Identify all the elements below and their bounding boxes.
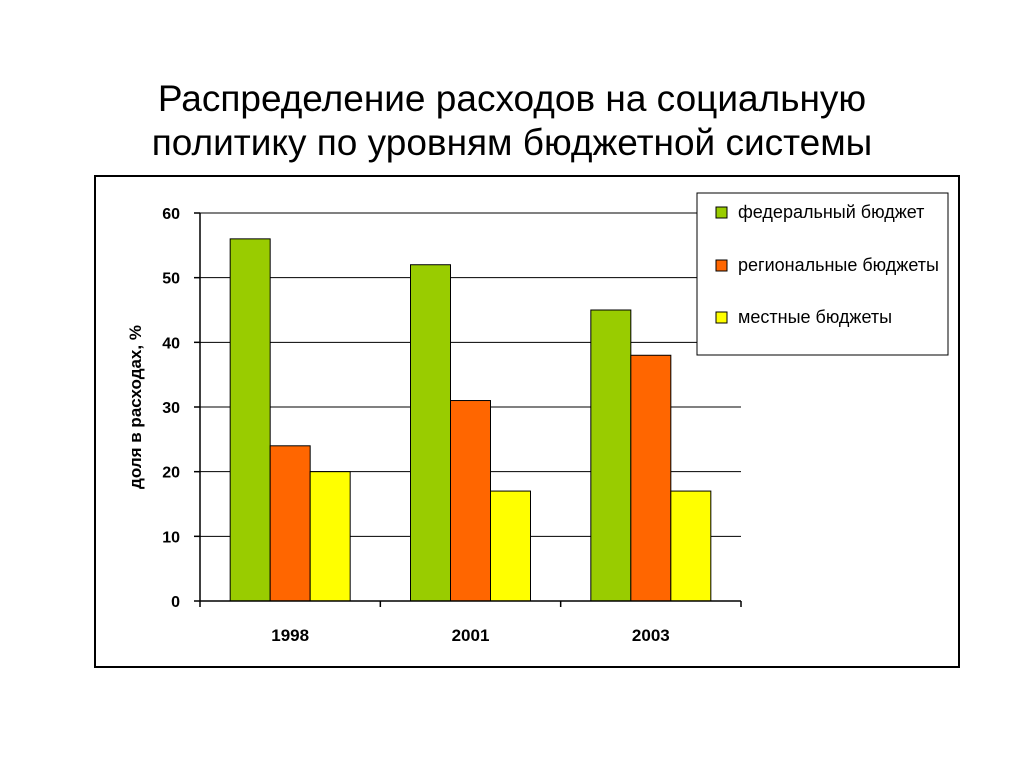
legend-label: местные бюджеты bbox=[738, 307, 892, 327]
bar bbox=[490, 490, 531, 602]
bar bbox=[269, 445, 311, 602]
slide-title-line-1: Распределение расходов на социальную bbox=[157, 77, 867, 119]
y-tick-label: 30 bbox=[162, 400, 180, 417]
legend-swatch bbox=[715, 206, 728, 219]
y-tick-label: 40 bbox=[162, 335, 180, 352]
x-tick-label: 2003 bbox=[632, 626, 670, 645]
bar bbox=[309, 471, 351, 602]
bar bbox=[410, 264, 451, 602]
bar bbox=[670, 490, 712, 602]
legend-label: федеральный бюджет bbox=[738, 202, 924, 222]
bar bbox=[229, 238, 271, 602]
slide-title-line-2: политику по уровням бюджетной системы bbox=[151, 121, 873, 163]
y-tick-label: 20 bbox=[162, 465, 180, 482]
y-tick-label: 60 bbox=[162, 206, 180, 223]
legend-swatch bbox=[715, 311, 728, 324]
bar bbox=[590, 309, 632, 602]
legend-swatch bbox=[715, 259, 728, 272]
x-tick-label: 1998 bbox=[271, 626, 309, 645]
x-tick-label: 2001 bbox=[452, 626, 490, 645]
y-tick-label: 10 bbox=[162, 529, 180, 546]
y-tick-label: 50 bbox=[162, 271, 180, 288]
y-axis-title: доля в расходах, % bbox=[126, 325, 145, 489]
y-tick-label: 0 bbox=[171, 594, 180, 611]
legend-label: региональные бюджеты bbox=[738, 255, 939, 275]
legend-box bbox=[696, 192, 949, 356]
slide-title: Распределение расходов на социальную пол… bbox=[0, 77, 1024, 165]
bar bbox=[450, 400, 491, 602]
bar bbox=[630, 354, 672, 602]
